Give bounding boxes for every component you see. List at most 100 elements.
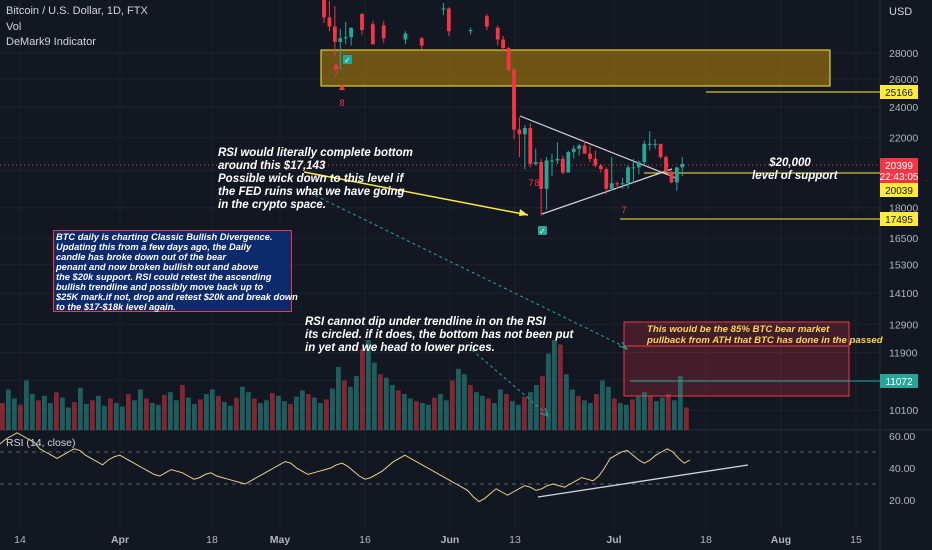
volume-bar bbox=[648, 395, 653, 430]
volume-bar bbox=[420, 403, 425, 430]
arrow-to-rsi-circle[interactable] bbox=[471, 349, 549, 416]
candle-body bbox=[604, 169, 609, 189]
price-tick: 14100 bbox=[889, 288, 918, 300]
volume-bar bbox=[150, 403, 155, 430]
candle-body bbox=[512, 69, 516, 130]
candle-body bbox=[338, 38, 343, 42]
candle-body bbox=[642, 143, 647, 163]
volume-bar bbox=[522, 396, 527, 430]
volume-bar bbox=[462, 374, 467, 430]
candle-body bbox=[674, 167, 679, 183]
candle-body bbox=[544, 160, 549, 189]
volume-bar bbox=[126, 394, 131, 430]
price-badge bbox=[880, 183, 918, 197]
price-tick: 28000 bbox=[889, 48, 918, 60]
pennant-upper-line[interactable] bbox=[519, 115, 677, 179]
price-tick: 10100 bbox=[889, 405, 918, 417]
annotation-trendline[interactable]: RSI cannot dip under trendline in on the… bbox=[305, 316, 573, 355]
annotation-line: around this $17,143 bbox=[218, 160, 326, 172]
candle-body bbox=[658, 143, 663, 158]
volume-bar bbox=[42, 395, 47, 430]
annotation-support[interactable]: $20,000 level of support bbox=[752, 157, 838, 183]
volume-bar bbox=[276, 395, 281, 430]
candle-body bbox=[381, 25, 386, 39]
candle-body bbox=[327, 17, 332, 27]
price-tick: 15300 bbox=[889, 260, 918, 272]
time-tick: May bbox=[270, 534, 291, 546]
volume-bar bbox=[642, 392, 647, 430]
volume-bar bbox=[450, 380, 455, 430]
time-tick: 18 bbox=[700, 534, 712, 546]
demark-label-8b: 8 bbox=[534, 178, 539, 188]
annotation-line: in yet and we head to lower prices. bbox=[305, 342, 495, 354]
candle-body bbox=[620, 183, 625, 185]
note-line: the $20k support. RSI could retest the a… bbox=[56, 272, 272, 282]
volume-bar bbox=[516, 404, 521, 430]
candle-body bbox=[522, 128, 527, 135]
arrow-to-17143[interactable] bbox=[303, 171, 529, 216]
note-line: penant and now broken bullish out and ab… bbox=[56, 262, 259, 272]
candle-body bbox=[598, 165, 603, 170]
check-icon: ✓ bbox=[344, 56, 351, 65]
volume-bar bbox=[510, 401, 515, 430]
candle-body bbox=[528, 128, 533, 164]
volume-bar bbox=[594, 394, 599, 430]
time-axis: 14 Apr 18 May 16 Jun 13 Jul 18 Aug 15 bbox=[14, 534, 862, 546]
time-tick: Jun bbox=[441, 534, 460, 546]
rsi-trendline[interactable] bbox=[537, 464, 749, 498]
volume-bar bbox=[492, 403, 497, 430]
volume-bar bbox=[318, 403, 323, 430]
volume-bar bbox=[306, 394, 311, 430]
note-line: BTC daily is charting Classic Bullish Di… bbox=[56, 232, 273, 242]
candle-body bbox=[609, 183, 614, 189]
volume-bar bbox=[504, 394, 509, 430]
annotation-line: the FED ruins what we have going bbox=[218, 186, 405, 198]
volume-bar bbox=[108, 398, 113, 430]
volume-bar bbox=[402, 394, 407, 430]
volume-bar bbox=[234, 397, 239, 430]
divergence-note-box[interactable]: BTC daily is charting Classic Bullish Di… bbox=[53, 230, 298, 312]
price-badge-text: 20399 bbox=[885, 161, 913, 172]
candle-body bbox=[468, 30, 473, 32]
candle-body bbox=[517, 129, 522, 135]
rsi-axis: 60.00 40.00 20.00 bbox=[889, 431, 915, 507]
volume-bar bbox=[84, 403, 89, 430]
pennant-lower-line[interactable] bbox=[541, 168, 673, 215]
volume-bar bbox=[546, 353, 551, 430]
volume-bar bbox=[612, 398, 617, 430]
volume-bar bbox=[36, 400, 41, 430]
volume-bar bbox=[366, 340, 371, 430]
demark-label-7b: 7 bbox=[528, 178, 533, 188]
candle-body bbox=[631, 167, 636, 169]
candle-body bbox=[577, 145, 582, 149]
symbol-title: Bitcoin / U.S. Dollar, 1D, FTX bbox=[6, 5, 148, 17]
candle-body bbox=[636, 162, 641, 168]
volume-bar bbox=[666, 394, 671, 430]
bear-market-note[interactable]: This would be the 85% BTC bear market pu… bbox=[647, 324, 883, 347]
volume-bar bbox=[576, 395, 581, 430]
volume-bar bbox=[600, 380, 605, 430]
demark-indicator-label: DeMark9 Indicator bbox=[6, 36, 96, 48]
resistance-zone[interactable] bbox=[320, 49, 831, 87]
volume-bar bbox=[78, 387, 83, 430]
arrow-to-bear-zone[interactable] bbox=[309, 192, 628, 349]
volume-bar bbox=[480, 395, 485, 430]
note-line: $25K mark.if not, drop and retest $20k a… bbox=[56, 292, 298, 302]
volume-bar bbox=[564, 374, 569, 430]
volume-bar bbox=[246, 392, 251, 430]
volume-bar bbox=[558, 344, 563, 430]
volume-bar bbox=[216, 395, 221, 430]
volume-bar bbox=[192, 403, 197, 430]
candle-body bbox=[566, 152, 571, 173]
bear-market-zone[interactable] bbox=[623, 321, 850, 397]
volume-bar bbox=[486, 398, 491, 430]
note-line: pullback from ATH that BTC has done in t… bbox=[647, 335, 883, 347]
candle-body bbox=[441, 8, 446, 10]
annotation-rsi-bottom[interactable]: RSI would literally complete bottom arou… bbox=[218, 147, 413, 212]
price-badge-text: 25166 bbox=[885, 88, 913, 99]
candle-body bbox=[664, 157, 668, 172]
arrow-head-teal-1 bbox=[618, 341, 629, 351]
divergence-note-text: BTC daily is charting Classic Bullish Di… bbox=[56, 232, 298, 312]
volume-bar bbox=[528, 392, 533, 430]
candle-body bbox=[370, 24, 375, 45]
